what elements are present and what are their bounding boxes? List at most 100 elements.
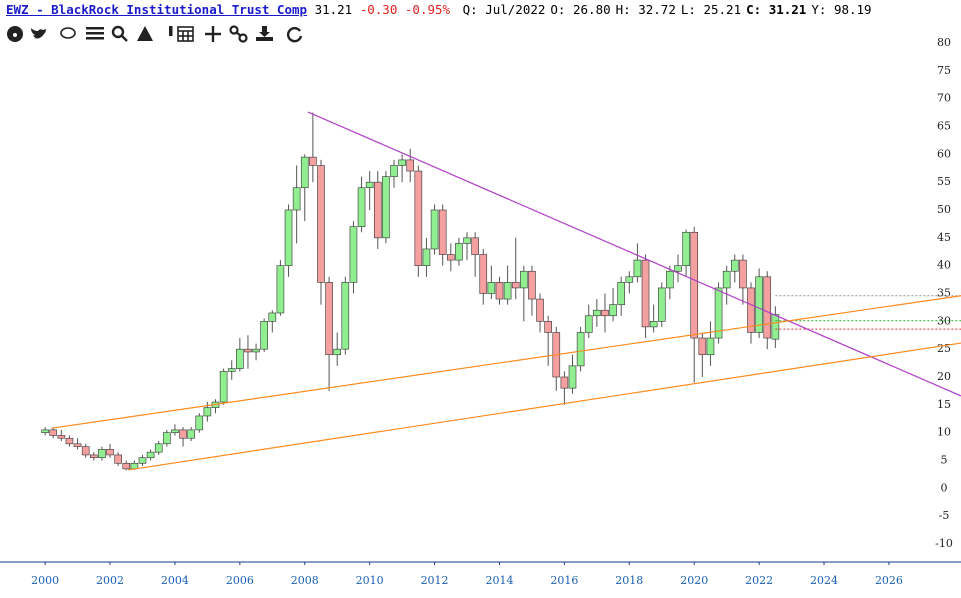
candle-body (357, 187, 366, 228)
x-tick-label: 2014 (485, 574, 513, 587)
list-icon[interactable] (86, 27, 104, 40)
symbol-link[interactable]: EWZ - BlackRock Institutional Trust Comp (6, 2, 308, 17)
change-pct: -0.95% (404, 2, 451, 17)
y-tick-label: 75 (937, 64, 951, 77)
candle-body (438, 209, 447, 255)
candle-body (422, 248, 431, 266)
trend-line (128, 342, 961, 471)
candle-body (455, 243, 463, 261)
refresh-icon[interactable] (286, 26, 303, 43)
x-tick-label: 2020 (680, 574, 708, 587)
candle-body (284, 209, 293, 266)
candle-body (365, 181, 374, 189)
quote-field-value: Jul/2022 (485, 2, 546, 17)
candle-body (292, 187, 301, 211)
calendar-icon[interactable] (177, 26, 194, 42)
link-icon[interactable] (229, 25, 248, 43)
search-icon[interactable] (111, 25, 128, 42)
y-tick-label: 35 (937, 287, 951, 300)
candle-body (73, 443, 82, 447)
quote-field-label: L: (680, 2, 696, 17)
candle-body (447, 254, 455, 261)
candle-body (163, 432, 171, 445)
candle-body (65, 437, 74, 445)
candle-body (747, 287, 755, 333)
candle-body (57, 435, 66, 439)
candle-body (430, 209, 439, 250)
candle-body (89, 454, 98, 459)
candle-body (674, 265, 682, 272)
candle-body (260, 321, 268, 350)
move-icon[interactable] (205, 26, 221, 42)
trend-line (51, 295, 961, 429)
last-price: 31.21 (314, 2, 353, 17)
y-tick-label: 25 (937, 342, 951, 355)
candle-body (633, 259, 642, 278)
y-tick-label: 45 (937, 231, 951, 244)
candle-body (617, 282, 625, 305)
x-tick-label: 2016 (550, 574, 578, 587)
candle-body (373, 181, 382, 239)
y-tick-label: 5 (941, 454, 948, 467)
y-tick-label: 65 (937, 120, 951, 133)
candle-body (138, 457, 147, 464)
candle-body (154, 443, 163, 453)
candle-body (268, 312, 277, 322)
candle-body (333, 348, 342, 356)
candle-body (317, 165, 325, 283)
quote-fields: Q: Jul/2022 O: 26.80 H: 32.72 L: 25.21 C: 31… (458, 2, 872, 17)
x-tick-label: 2004 (161, 574, 189, 587)
y-tick-label: 55 (937, 175, 951, 188)
candle-body (276, 265, 285, 314)
quote-field-value: 25.21 (703, 2, 742, 17)
candle-body (463, 237, 471, 244)
x-tick-label: 2002 (96, 574, 124, 587)
y-tick-label: 40 (937, 259, 951, 272)
download-icon[interactable] (256, 26, 273, 41)
x-tick-label: 2024 (810, 574, 838, 587)
candle-body (219, 371, 228, 403)
candle-body (122, 462, 131, 470)
candle-body (495, 282, 504, 300)
candle-body (528, 270, 536, 300)
candle-body (171, 429, 179, 433)
x-tick-label: 2006 (226, 574, 254, 587)
candle-body (479, 254, 488, 294)
candle-body (382, 176, 390, 239)
x-tick-label: 2022 (745, 574, 773, 587)
candle-body (414, 170, 423, 266)
candle-body (666, 270, 674, 289)
candle-body (503, 282, 512, 300)
quote-field-label: C: (746, 2, 762, 17)
candle-body (730, 259, 739, 272)
twitter-icon[interactable] (31, 28, 46, 39)
candle-body (511, 282, 520, 289)
candle-body (625, 276, 634, 283)
candle-body (560, 376, 569, 389)
quote-field-value: 31.21 (768, 2, 807, 17)
candle-body (682, 231, 690, 266)
comment-icon[interactable] (60, 27, 76, 39)
change: -0.30 (359, 2, 398, 17)
candle-body (187, 429, 195, 439)
y-tick-label: 15 (937, 398, 951, 411)
candle-body (698, 337, 707, 356)
y-tick-label: -10 (935, 537, 953, 550)
alert-icon[interactable] (169, 26, 173, 36)
candle-body (390, 165, 398, 177)
y-tick-label: 0 (941, 481, 948, 494)
triangle-icon[interactable] (137, 26, 153, 41)
x-tick-label: 2018 (615, 574, 643, 587)
x-tick-label: 2008 (291, 574, 319, 587)
candle-body (649, 321, 658, 328)
candle-body (641, 259, 650, 328)
candle-body (544, 321, 552, 333)
candle-body (41, 429, 49, 433)
candle-body (487, 282, 496, 294)
dashboard-icon[interactable] (7, 26, 23, 42)
x-tick-label: 2010 (356, 574, 384, 587)
candle-body (593, 309, 601, 317)
candle-body (609, 304, 617, 317)
x-tick-label: 2012 (421, 574, 449, 587)
